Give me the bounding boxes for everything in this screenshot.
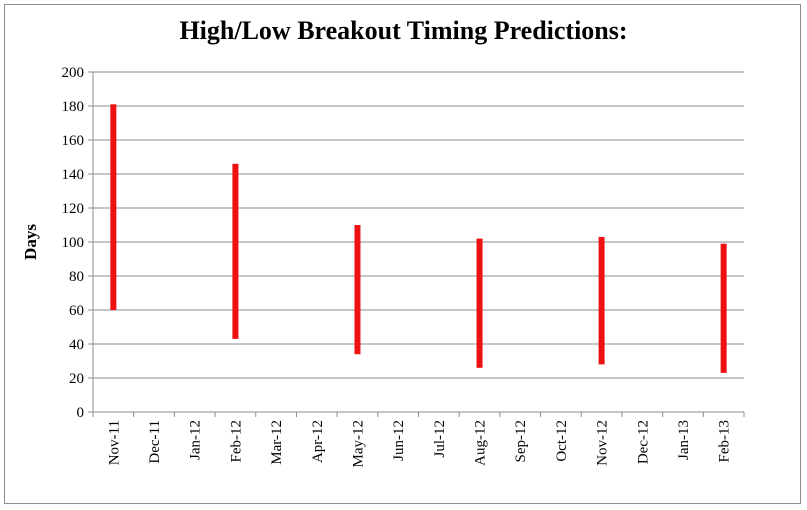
x-tick-label: Oct-12	[554, 420, 570, 462]
chart-frame	[4, 4, 801, 504]
x-tick-label: Mar-12	[269, 420, 285, 465]
x-tick-label: Dec-12	[635, 420, 651, 464]
x-tick-label: Jul-12	[432, 420, 448, 458]
x-tick-label: Jun-12	[391, 420, 407, 461]
x-tick-label: Nov-12	[595, 420, 611, 466]
y-tick-label: 100	[62, 235, 85, 251]
y-tick-label: 0	[77, 405, 85, 421]
y-tick-label: 40	[69, 337, 84, 353]
y-axis-label: Days	[21, 224, 40, 260]
x-tick-label: Dec-11	[147, 420, 163, 464]
x-tick-label: Feb-13	[717, 420, 733, 463]
range-bar	[110, 104, 117, 310]
x-tick-label: Nov-11	[106, 420, 122, 465]
y-tick-label: 80	[69, 269, 84, 285]
y-tick-label: 160	[62, 133, 85, 149]
range-bar	[598, 236, 605, 365]
y-tick-label: 60	[69, 303, 84, 319]
x-tick-label: Apr-12	[310, 420, 326, 463]
y-tick-label: 200	[62, 65, 85, 81]
range-bars	[110, 104, 727, 373]
y-tick-labels: 0 20 40 60 80 100 120 140 160 180 200	[62, 65, 85, 421]
x-tick-label: Jan-13	[676, 420, 692, 460]
y-tick-label: 180	[62, 99, 85, 115]
x-tick-label: Feb-12	[228, 420, 244, 463]
x-tick-labels: Nov-11 Dec-11 Jan-12 Feb-12 Mar-12 Apr-12 May-…	[106, 420, 732, 468]
range-bar	[720, 243, 727, 373]
x-tick-label: Aug-12	[473, 420, 489, 466]
x-tick-label: May-12	[350, 420, 366, 468]
range-bar	[476, 238, 483, 368]
range-bar	[354, 225, 361, 355]
y-tick-label: 20	[69, 371, 84, 387]
chart-title: High/Low Breakout Timing Predictions:	[179, 16, 628, 45]
y-tick-label: 140	[62, 167, 85, 183]
y-tick-label: 120	[62, 201, 85, 217]
x-tick-label: Jan-12	[188, 420, 204, 460]
x-tick-label: Sep-12	[513, 420, 529, 463]
axes	[88, 71, 745, 417]
gridlines	[93, 71, 744, 379]
range-bar	[232, 163, 239, 339]
